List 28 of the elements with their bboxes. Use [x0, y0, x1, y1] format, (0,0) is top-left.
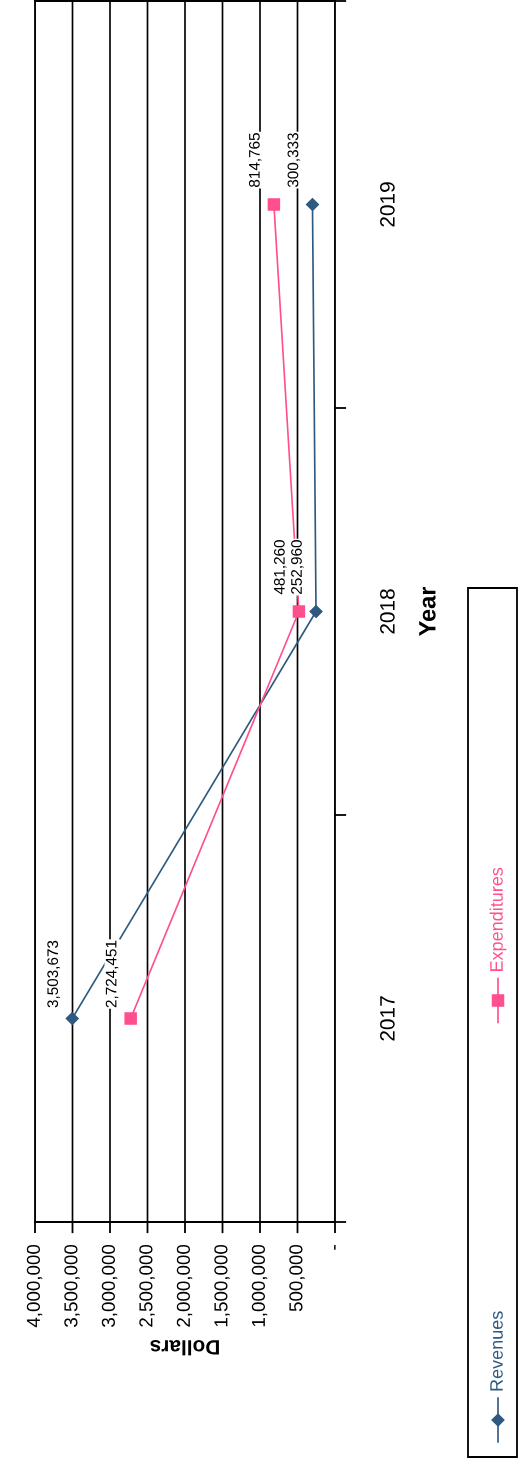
- point: [65, 1011, 79, 1026]
- x-tick-label: -: [334, 1245, 336, 1250]
- annotation: 481,260: [273, 540, 287, 595]
- y-tick-label: 2018: [379, 589, 395, 634]
- point: [305, 197, 320, 212]
- y-axis-title: Year: [419, 586, 436, 637]
- annotation: 2,724,451: [105, 940, 119, 1008]
- text: Revenues: [490, 1311, 503, 1391]
- x-axis-title: Dollars: [150, 1340, 219, 1356]
- point: [124, 1012, 137, 1025]
- x-tick-label: 2,000,000: [176, 1244, 193, 1327]
- point: [292, 605, 306, 618]
- x-tick-label: 4,000,000: [26, 1244, 43, 1328]
- text: Expenditures: [489, 867, 507, 972]
- annotation: 814,765: [248, 133, 262, 187]
- x-tick-label: 3,000,000: [101, 1244, 118, 1327]
- x-tick-label: 1,000,000: [251, 1244, 268, 1327]
- annotation: 300,333: [287, 133, 301, 188]
- annotation: 3,503,673: [47, 940, 60, 1008]
- x-tick-label: 3,500,000: [64, 1244, 80, 1327]
- x-tick-label: 2,500,000: [139, 1244, 155, 1327]
- y-tick-label: 2017: [379, 996, 395, 1041]
- point: [309, 604, 323, 619]
- annotation: 252,960: [291, 540, 304, 594]
- point: [267, 198, 281, 211]
- x-tick-label: 1,500,000: [214, 1244, 230, 1327]
- y-tick-label: 2019: [379, 182, 395, 227]
- x-tick-label: 500,000: [289, 1244, 305, 1312]
